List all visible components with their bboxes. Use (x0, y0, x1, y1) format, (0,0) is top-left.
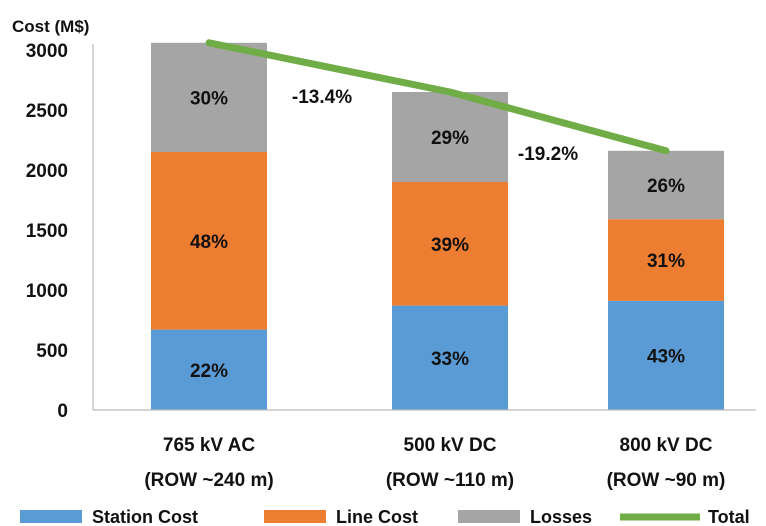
y-tick-label: 3000 (26, 41, 68, 62)
x-category-label: (ROW ~240 m) (144, 470, 273, 491)
bar-percent-label: 29% (431, 128, 469, 149)
legend-swatch (458, 510, 520, 523)
percent-change-annotation: -19.2% (518, 144, 578, 165)
x-category-label: 765 kV AC (163, 435, 256, 456)
legend-label: Station Cost (92, 507, 198, 526)
bar-percent-label: 22% (190, 361, 228, 382)
y-tick-label: 1500 (26, 221, 68, 242)
bar-percent-label: 39% (431, 235, 469, 256)
bar-segment (392, 182, 508, 306)
bar-percent-label: 31% (647, 251, 685, 272)
bar-segment (608, 150, 724, 220)
legend-swatch (264, 510, 326, 523)
legend-item: Total (620, 507, 750, 526)
legend-swatch (20, 510, 82, 523)
y-tick-label: 1000 (26, 281, 68, 302)
legend: Station Cost Line Cost Losses Total (20, 507, 750, 526)
bar-segment (151, 42, 267, 152)
bar-segment (151, 329, 267, 410)
bar-percent-label: 30% (190, 88, 228, 109)
bar-segment (392, 305, 508, 410)
y-tick-label: 500 (36, 341, 68, 362)
y-tick-label: 2500 (26, 101, 68, 122)
bar-percent-label: 26% (647, 176, 685, 197)
x-category-label: 800 kV DC (620, 435, 713, 456)
legend-label: Total (708, 507, 750, 526)
bar-percent-label: 43% (647, 346, 685, 367)
legend-label: Line Cost (336, 507, 418, 526)
legend-item: Losses (458, 507, 592, 526)
x-category-label: 500 kV DC (404, 435, 497, 456)
legend-item: Station Cost (20, 507, 198, 526)
x-category-label: (ROW ~90 m) (607, 470, 726, 491)
total-series-line (205, 39, 670, 155)
bar-percent-label: 48% (190, 232, 228, 253)
legend-label: Losses (530, 507, 592, 526)
bar-segment (151, 152, 267, 330)
bar-segment (392, 92, 508, 182)
bar-segment (608, 219, 724, 301)
legend-item: Line Cost (264, 507, 418, 526)
y-axis-label: Cost (M$) (12, 17, 89, 36)
percent-change-annotation: -13.4% (292, 87, 352, 108)
y-tick-label: 0 (57, 401, 68, 422)
x-category-label: (ROW ~110 m) (386, 470, 514, 491)
bar-percent-label: 33% (431, 349, 469, 370)
bar-segment (608, 300, 724, 410)
y-tick-label: 2000 (26, 161, 68, 182)
